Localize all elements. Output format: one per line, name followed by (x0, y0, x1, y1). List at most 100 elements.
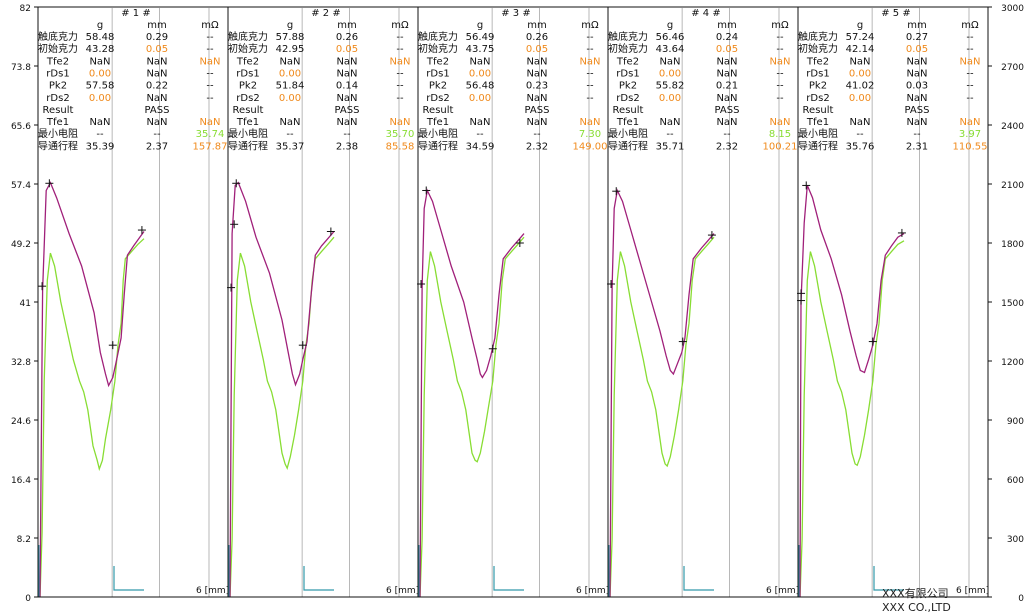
row-value-mm: NaN (146, 93, 167, 104)
row-value-mm: 2.37 (146, 141, 168, 152)
row-value-g: NaN (469, 56, 490, 67)
row-label: Tfe1 (46, 117, 69, 128)
row-label: 初始克力 (418, 42, 458, 55)
curve-marker (417, 280, 426, 289)
row-label: Result (43, 105, 74, 116)
row-label: Pk2 (49, 81, 67, 92)
row-value-mohm: -- (206, 68, 214, 79)
row-value-mm: 0.05 (146, 44, 168, 55)
row-value-mohm: NaN (389, 56, 410, 67)
row-value-mm: -- (153, 129, 161, 140)
curve-marker (108, 341, 117, 350)
row-label: 导通行程 (38, 139, 78, 152)
row-value-mm: NaN (716, 93, 737, 104)
row-value-mm: 0.05 (906, 44, 928, 55)
row-value-g: 55.82 (656, 81, 685, 92)
row-value-g: 0.00 (849, 93, 871, 104)
left-tick-label: 49.2 (11, 240, 31, 250)
row-value-g: 0.00 (279, 68, 301, 79)
row-value-g: 0.00 (659, 68, 681, 79)
row-value-mohm: -- (396, 68, 404, 79)
unit-mm: mm (527, 20, 546, 31)
row-value-mohm: 157.87 (193, 141, 228, 152)
row-value-mm: -- (343, 129, 351, 140)
panel-title: # 3 # (501, 8, 530, 19)
row-value-g: 0.00 (469, 68, 491, 79)
left-tick-label: 73.8 (11, 63, 31, 73)
row-value-mohm: 7.30 (579, 129, 601, 140)
row-value-mm: NaN (526, 56, 547, 67)
row-value-g: 57.88 (276, 32, 305, 43)
row-value-mm: 0.21 (716, 81, 738, 92)
green-curve (39, 238, 145, 598)
x-axis-label: 6 [mm] (386, 586, 419, 596)
row-label: 最小电阻 (38, 127, 78, 140)
unit-g: g (667, 20, 673, 31)
row-value-mm: NaN (906, 117, 927, 128)
teal-trace (493, 566, 524, 591)
row-value-g: NaN (279, 117, 300, 128)
row-value-mm: 0.22 (146, 81, 168, 92)
row-value-mm: NaN (526, 117, 547, 128)
left-tick-label: 24.6 (11, 417, 31, 427)
row-value-mohm: -- (776, 93, 784, 104)
magenta-curve (419, 188, 525, 598)
curve-marker (45, 179, 54, 188)
row-value-g: -- (856, 129, 864, 140)
row-value-g: 35.76 (846, 141, 875, 152)
row-label: rDs2 (426, 93, 449, 104)
green-curve (609, 236, 715, 598)
row-value-mm: NaN (146, 56, 167, 67)
right-tick-label: 0 (1018, 594, 1024, 604)
curve-marker (897, 228, 906, 237)
row-value-mohm: -- (966, 32, 974, 43)
row-value-mm: NaN (526, 68, 547, 79)
row-value-mohm: -- (586, 32, 594, 43)
row-label: rDs1 (806, 68, 829, 79)
row-value-mohm: -- (206, 44, 214, 55)
teal-trace (303, 566, 334, 591)
row-value-mm: PASS (715, 105, 740, 116)
row-value-mohm: -- (206, 81, 214, 92)
panel-2: # 2 # g mm mΩ 触底克力 57.88 0.26 -- 初始克力 42.95 0.05 --… (227, 6, 419, 598)
row-label: Tfe1 (806, 117, 829, 128)
row-label: Tfe1 (426, 117, 449, 128)
left-tick-label: 65.6 (11, 122, 31, 132)
unit-mm: mm (337, 20, 356, 31)
row-value-g: -- (666, 129, 674, 140)
left-tick-label: 82 (20, 4, 31, 14)
row-label: 初始克力 (38, 42, 78, 55)
row-value-g: NaN (849, 56, 870, 67)
teal-trace (113, 566, 144, 591)
unit-g: g (97, 20, 103, 31)
row-label: rDs1 (426, 68, 449, 79)
row-value-mm: 0.03 (906, 81, 928, 92)
right-tick-label: 1200 (1001, 358, 1024, 368)
unit-g: g (477, 20, 483, 31)
x-axis-label: 6 [mm] (196, 586, 229, 596)
row-value-mohm: NaN (579, 56, 600, 67)
green-curve (419, 236, 525, 598)
curve-marker (797, 296, 806, 305)
panel-title: # 4 # (691, 8, 720, 19)
row-value-mohm: NaN (199, 117, 220, 128)
right-tick-label: 300 (1007, 535, 1024, 545)
row-label: rDs2 (616, 93, 639, 104)
row-value-mm: 0.05 (526, 44, 548, 55)
row-label: rDs1 (616, 68, 639, 79)
panel-title: # 1 # (121, 8, 150, 19)
row-value-g: 34.59 (466, 141, 495, 152)
curve-marker (137, 226, 146, 235)
panel-title: # 2 # (311, 8, 340, 19)
magenta-curve (229, 181, 335, 598)
curve-marker (488, 344, 497, 353)
row-value-mohm: -- (776, 81, 784, 92)
curve-marker (230, 220, 239, 229)
company-name-cn: XXX有限公司 (882, 586, 949, 600)
curve-marker (422, 186, 431, 195)
row-value-mm: NaN (336, 56, 357, 67)
x-axis-label: 6 [mm] (576, 586, 609, 596)
row-value-g: NaN (659, 56, 680, 67)
row-value-mm: 0.27 (906, 32, 928, 43)
